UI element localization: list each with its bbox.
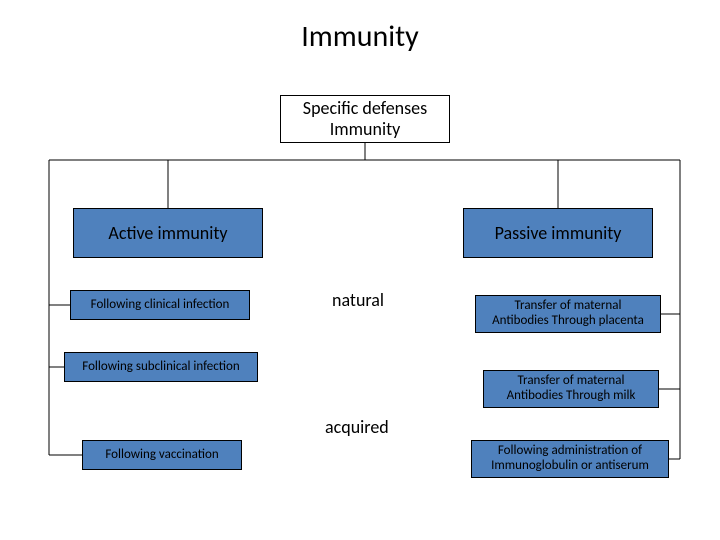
node-passive-immunity: Passive immunity (463, 208, 653, 258)
node-p2-line1: Transfer of maternal (507, 374, 636, 389)
node-a3-label: Following vaccination (105, 448, 218, 463)
node-p3-line1: Following administration of (491, 444, 649, 459)
node-vaccination: Following vaccination (82, 440, 242, 470)
node-clinical-infection: Following clinical infection (70, 290, 250, 320)
node-p1-line1: Transfer of maternal (492, 299, 644, 314)
label-natural: natural (332, 289, 384, 311)
node-root-line2: Immunity (303, 119, 427, 140)
label-acquired: acquired (325, 416, 389, 438)
node-root: Specific defenses Immunity (280, 95, 450, 143)
node-root-line1: Specific defenses (303, 98, 427, 119)
node-p2-line2: Antibodies Through milk (507, 389, 636, 404)
node-p3-line2: Immunoglobulin or antiserum (491, 459, 649, 474)
node-a2-label: Following subclinical infection (82, 360, 239, 375)
node-immunoglobulin: Following administration of Immunoglobul… (471, 440, 669, 478)
node-milk: Transfer of maternal Antibodies Through … (483, 370, 659, 408)
node-active-label: Active immunity (108, 223, 227, 244)
node-subclinical-infection: Following subclinical infection (64, 352, 258, 382)
node-p1-line2: Antibodies Through placenta (492, 314, 644, 329)
page-title: Immunity (0, 18, 720, 55)
node-active-immunity: Active immunity (73, 208, 263, 258)
node-a1-label: Following clinical infection (91, 298, 230, 313)
node-passive-label: Passive immunity (495, 223, 622, 244)
node-placenta: Transfer of maternal Antibodies Through … (475, 295, 661, 333)
